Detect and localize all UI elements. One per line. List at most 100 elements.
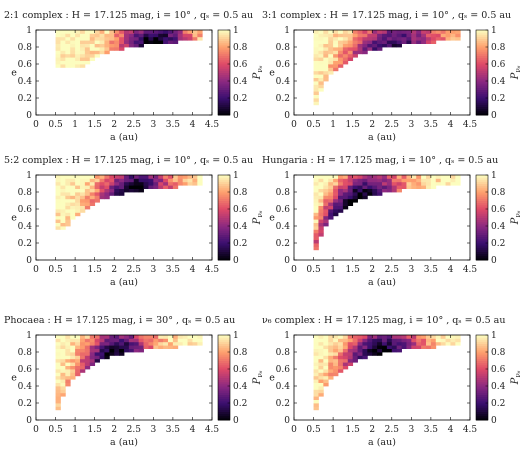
heatmap-cell (65, 222, 71, 227)
heatmap-cell (318, 192, 324, 196)
heatmap-cell (313, 389, 319, 394)
heatmap-cell (333, 205, 339, 210)
heatmap-cell (426, 338, 432, 343)
heatmap-cell (197, 30, 203, 34)
colorbar-step (218, 85, 230, 88)
colorbar-step (476, 36, 488, 40)
heatmap-cell (426, 345, 432, 349)
heatmap-cell (133, 341, 140, 346)
heatmap-cell (382, 36, 388, 41)
heatmap-cell (440, 335, 446, 339)
heatmap-cell (362, 181, 368, 186)
heatmap-cell (313, 403, 319, 407)
heatmap-cell (352, 30, 358, 34)
heatmap-cell (430, 175, 437, 179)
heatmap-cell (128, 348, 135, 353)
heatmap-cell (313, 392, 319, 397)
heatmap-cell (396, 188, 402, 193)
heatmap-cell (124, 181, 130, 186)
heatmap-cell (313, 43, 319, 48)
heatmap-cell (382, 33, 388, 38)
heatmap-cell (416, 341, 422, 346)
heatmap-cell (342, 358, 349, 363)
colorbar-step (218, 66, 230, 69)
heatmap-cell (65, 345, 71, 349)
heatmap-cell (372, 30, 378, 34)
heatmap-cell (367, 47, 373, 51)
heatmap-cell (333, 338, 339, 343)
colorbar-tick-label: 0 (233, 111, 239, 121)
y-tick-label: 0.8 (276, 43, 291, 53)
heatmap-cell (338, 209, 344, 213)
heatmap-cell (119, 185, 125, 189)
heatmap-cell (60, 338, 66, 343)
heatmap-cell (347, 335, 354, 339)
colorbar-step (218, 36, 230, 40)
heatmap-cell (391, 185, 398, 189)
heatmap-cell (70, 53, 76, 58)
heatmap-cell (70, 178, 76, 183)
heatmap-cell (347, 185, 354, 189)
heatmap-cell (124, 345, 130, 349)
colorbar-label: Pν₆ (252, 370, 264, 385)
colorbar-step (218, 187, 230, 191)
heatmap-cell (143, 335, 149, 339)
heatmap-cell (411, 185, 417, 189)
colorbar-step (218, 337, 230, 340)
heatmap-cell (75, 40, 81, 44)
heatmap-cell (357, 192, 363, 196)
heatmap-cell (84, 345, 91, 349)
heatmap-cell (55, 389, 61, 394)
heatmap-cell (396, 345, 402, 349)
heatmap-cell (323, 382, 329, 387)
heatmap-cell (163, 178, 169, 183)
axes-frame (35, 334, 213, 421)
colorbar-step (218, 255, 230, 259)
heatmap-cell (313, 30, 319, 34)
heatmap-cell (138, 40, 144, 44)
heatmap-cell (75, 345, 81, 349)
heatmap-cell (80, 57, 86, 61)
colorbar-step (476, 396, 488, 400)
heatmap-cell (342, 47, 349, 51)
colorbar-step (218, 102, 230, 105)
heatmap-cell (352, 40, 358, 44)
heatmap-cell (65, 358, 71, 363)
colorbar-step (476, 405, 488, 408)
heatmap-cell (84, 181, 91, 186)
heatmap-cell (65, 335, 71, 339)
heatmap-cell (318, 345, 324, 349)
heatmap-cell (342, 43, 349, 48)
heatmap-cell (148, 181, 154, 186)
heatmap-cell (70, 209, 76, 213)
colorbar-step (218, 347, 230, 351)
heatmap-cell (357, 181, 363, 186)
heatmap-cell (323, 209, 329, 213)
heatmap-cell (65, 202, 71, 206)
heatmap-cell (318, 40, 324, 44)
heatmap-cell (401, 185, 407, 189)
colorbar-step (218, 249, 230, 253)
heatmap-cell (318, 175, 324, 179)
heatmap-cell (94, 195, 100, 200)
y-axis-label: e (269, 213, 275, 224)
heatmap-cell (372, 181, 378, 186)
heatmap-cell (70, 205, 76, 210)
heatmap-cell (421, 36, 427, 41)
heatmap-cell (70, 338, 76, 343)
heatmap-cell (440, 33, 446, 38)
heatmap-cell (382, 185, 388, 189)
heatmap-cell (60, 202, 66, 206)
heatmap-cell (362, 43, 368, 48)
heatmap-cell (450, 335, 456, 339)
y-tick-label: 0.2 (276, 399, 290, 409)
colorbar-step (218, 215, 230, 219)
heatmap-cell (94, 198, 100, 203)
colorbar-step (218, 206, 230, 210)
heatmap-cell (75, 57, 81, 61)
heatmap-cell (84, 192, 91, 196)
heatmap-cell (75, 60, 81, 65)
heatmap-cell (128, 338, 135, 343)
heatmap-cell (401, 175, 407, 179)
